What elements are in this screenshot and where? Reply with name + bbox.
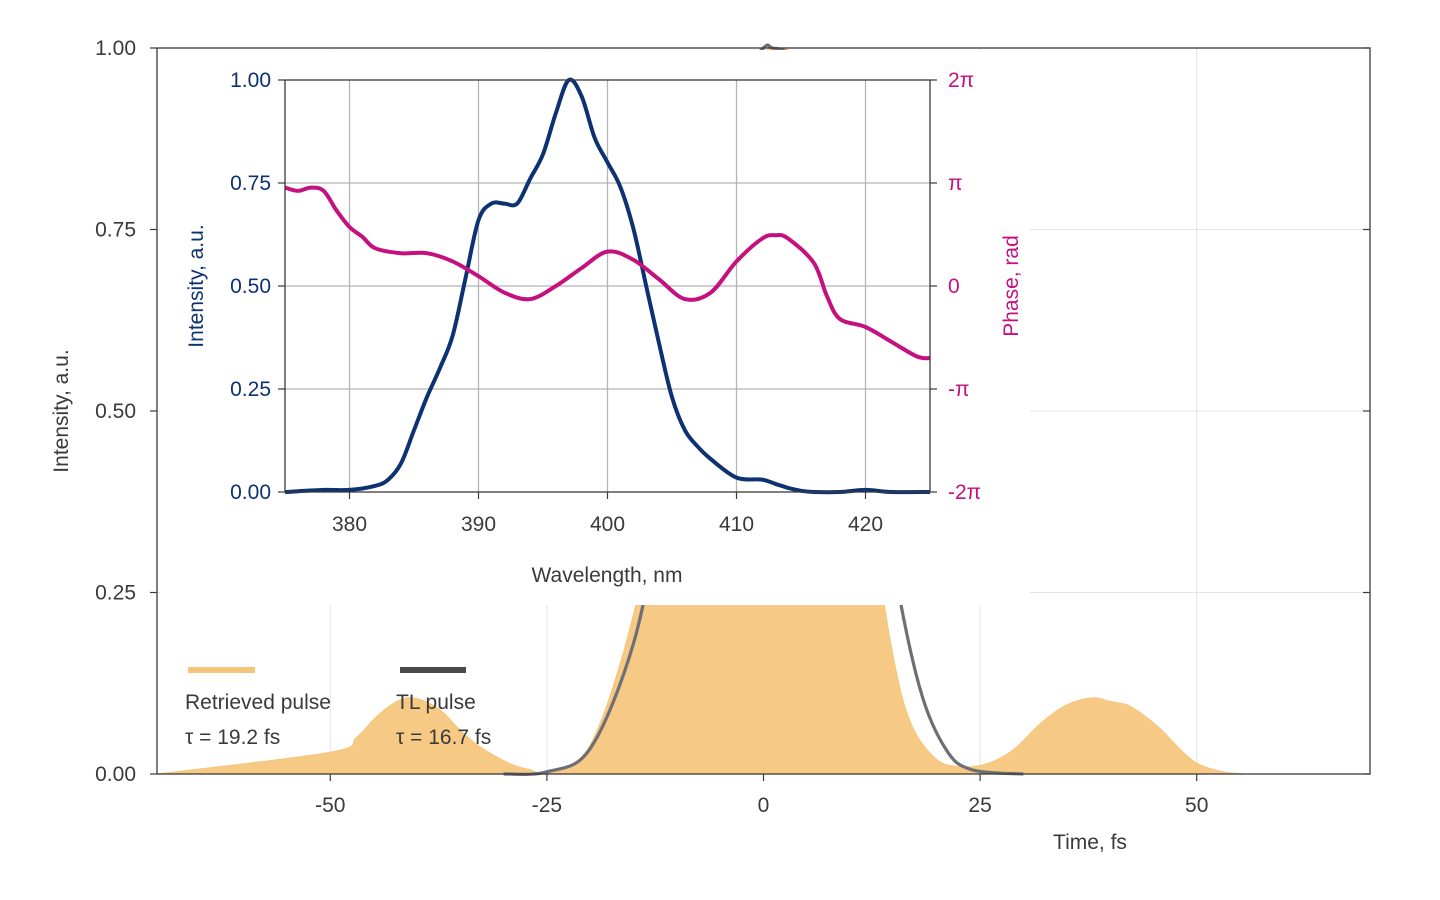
main-ytick-label: 1.00 (95, 37, 136, 60)
inset-ylabel-left: Intensity, a.u. (185, 224, 208, 347)
inset-ytick-label-right: -2π (948, 481, 981, 504)
legend-note-retrieved: τ = 19.2 fs (185, 726, 280, 749)
main-xtick-label: 0 (758, 794, 770, 817)
main-ytick-label: 0.25 (95, 582, 136, 605)
inset-xtick-label: 410 (719, 513, 754, 536)
legend-label-retrieved: Retrieved pulse (185, 691, 331, 714)
inset-ytick-label-right: 2π (948, 69, 974, 92)
inset-xtick-label: 390 (461, 513, 496, 536)
inset-xtick-label: 380 (332, 513, 367, 536)
legend: Retrieved pulse τ = 19.2 fs TL pulse τ =… (185, 667, 491, 749)
inset-ylabel-right: Phase, rad (1000, 235, 1023, 337)
main-xlabel: Time, fs (1053, 831, 1127, 854)
series-phase-line (284, 185, 931, 361)
main-ytick-label: 0.75 (95, 219, 136, 242)
series-spectrum-line (284, 77, 931, 495)
main-xtick-label: 50 (1185, 794, 1208, 817)
inset-ytick-label-left: 0.50 (230, 275, 271, 298)
inset-ytick-label-right: -π (948, 378, 969, 401)
main-xtick-label: -50 (315, 794, 345, 817)
inset-xtick-label: 400 (590, 513, 625, 536)
inset-xlabel: Wavelength, nm (532, 564, 683, 587)
inset-ytick-label-left: 0.75 (230, 172, 271, 195)
main-ytick-label: 0.00 (95, 763, 136, 786)
legend-label-tl: TL pulse (396, 691, 476, 714)
inset-ticks: 380 390 400 410 420 0.00 0.25 0.50 0.75 1.00 -2π -π… (230, 69, 981, 536)
main-ytick-label: 0.50 (95, 400, 136, 423)
main-ylabel: Intensity, a.u. (50, 349, 73, 472)
inset-series (284, 77, 931, 495)
inset-ytick-label-left: 0.25 (230, 378, 271, 401)
main-xtick-label: 25 (968, 794, 991, 817)
inset-ytick-label-left: 0.00 (230, 481, 271, 504)
inset-ytick-label-right: 0 (948, 275, 960, 298)
main-ticks: -50 -25 0 25 50 0.00 0.25 0.50 0.75 1.00 (95, 37, 1370, 817)
main-xtick-label: -25 (532, 794, 562, 817)
inset-xtick-label: 420 (848, 513, 883, 536)
inset-ytick-label-right: π (948, 172, 963, 195)
inset-ytick-label-left: 1.00 (230, 69, 271, 92)
legend-note-tl: τ = 16.7 fs (396, 726, 491, 749)
